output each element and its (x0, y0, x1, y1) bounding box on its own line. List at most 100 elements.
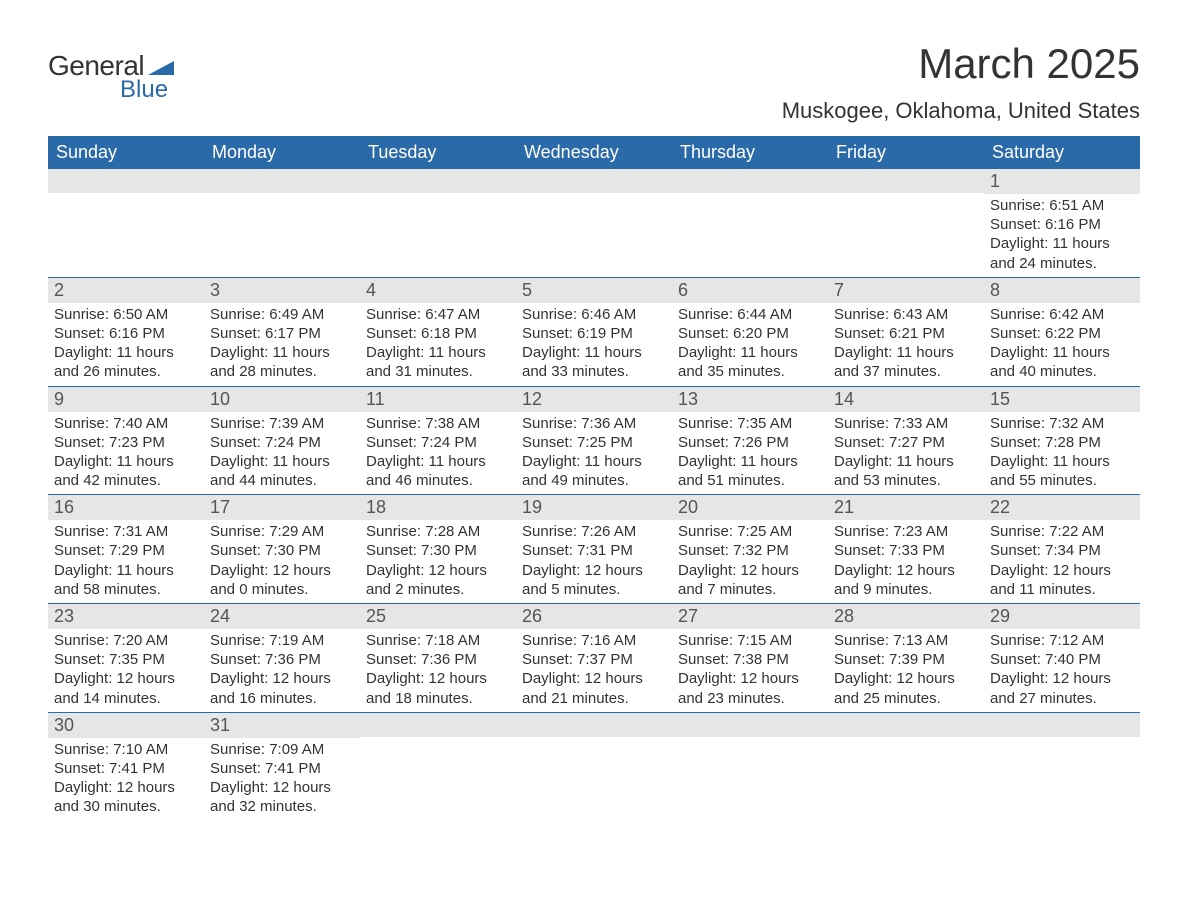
day-header: Wednesday (516, 136, 672, 169)
day-daylight1: Daylight: 12 hours (366, 561, 510, 580)
calendar-cell: 19Sunrise: 7:26 AMSunset: 7:31 PMDayligh… (516, 495, 672, 604)
day-daylight1: Daylight: 12 hours (54, 669, 198, 688)
day-sunrise: Sunrise: 7:36 AM (522, 414, 666, 433)
calendar-week-row: 30Sunrise: 7:10 AMSunset: 7:41 PMDayligh… (48, 712, 1140, 820)
day-sunset: Sunset: 7:36 PM (366, 650, 510, 669)
day-details: Sunrise: 7:23 AMSunset: 7:33 PMDaylight:… (828, 520, 984, 603)
day-daylight2: and 27 minutes. (990, 689, 1134, 708)
day-details: Sunrise: 7:31 AMSunset: 7:29 PMDaylight:… (48, 520, 204, 603)
day-sunset: Sunset: 7:36 PM (210, 650, 354, 669)
title-block: March 2025 Muskogee, Oklahoma, United St… (782, 40, 1140, 124)
calendar-cell: 30Sunrise: 7:10 AMSunset: 7:41 PMDayligh… (48, 712, 204, 820)
day-daylight2: and 24 minutes. (990, 254, 1134, 273)
day-details: Sunrise: 7:29 AMSunset: 7:30 PMDaylight:… (204, 520, 360, 603)
day-daylight2: and 51 minutes. (678, 471, 822, 490)
day-sunset: Sunset: 7:33 PM (834, 541, 978, 560)
day-sunrise: Sunrise: 7:19 AM (210, 631, 354, 650)
day-number (516, 169, 672, 193)
day-sunrise: Sunrise: 6:49 AM (210, 305, 354, 324)
day-details: Sunrise: 6:42 AMSunset: 6:22 PMDaylight:… (984, 303, 1140, 386)
day-sunset: Sunset: 7:37 PM (522, 650, 666, 669)
day-daylight1: Daylight: 11 hours (522, 452, 666, 471)
day-details: Sunrise: 6:51 AMSunset: 6:16 PMDaylight:… (984, 194, 1140, 277)
day-details (360, 193, 516, 271)
day-daylight1: Daylight: 12 hours (678, 669, 822, 688)
day-sunset: Sunset: 7:24 PM (210, 433, 354, 452)
calendar-cell (360, 169, 516, 277)
day-number: 2 (48, 278, 204, 303)
calendar-cell: 2Sunrise: 6:50 AMSunset: 6:16 PMDaylight… (48, 277, 204, 386)
day-daylight2: and 21 minutes. (522, 689, 666, 708)
day-header: Tuesday (360, 136, 516, 169)
day-sunrise: Sunrise: 7:18 AM (366, 631, 510, 650)
day-number: 11 (360, 387, 516, 412)
day-details (672, 737, 828, 815)
day-daylight1: Daylight: 11 hours (990, 343, 1134, 362)
day-daylight1: Daylight: 11 hours (834, 343, 978, 362)
day-details: Sunrise: 7:25 AMSunset: 7:32 PMDaylight:… (672, 520, 828, 603)
day-daylight2: and 35 minutes. (678, 362, 822, 381)
day-sunset: Sunset: 7:28 PM (990, 433, 1134, 452)
day-number (360, 169, 516, 193)
calendar-cell: 29Sunrise: 7:12 AMSunset: 7:40 PMDayligh… (984, 604, 1140, 713)
day-daylight2: and 28 minutes. (210, 362, 354, 381)
calendar-cell (204, 169, 360, 277)
calendar-cell: 23Sunrise: 7:20 AMSunset: 7:35 PMDayligh… (48, 604, 204, 713)
day-details: Sunrise: 7:19 AMSunset: 7:36 PMDaylight:… (204, 629, 360, 712)
day-daylight1: Daylight: 12 hours (990, 561, 1134, 580)
day-details: Sunrise: 7:35 AMSunset: 7:26 PMDaylight:… (672, 412, 828, 495)
calendar-cell (672, 169, 828, 277)
day-sunset: Sunset: 7:27 PM (834, 433, 978, 452)
day-daylight1: Daylight: 11 hours (210, 343, 354, 362)
day-daylight1: Daylight: 12 hours (210, 778, 354, 797)
day-sunset: Sunset: 7:30 PM (366, 541, 510, 560)
day-daylight2: and 53 minutes. (834, 471, 978, 490)
calendar-cell: 21Sunrise: 7:23 AMSunset: 7:33 PMDayligh… (828, 495, 984, 604)
day-number (672, 169, 828, 193)
header: General Blue March 2025 Muskogee, Oklaho… (48, 40, 1140, 124)
day-details: Sunrise: 7:39 AMSunset: 7:24 PMDaylight:… (204, 412, 360, 495)
day-number: 30 (48, 713, 204, 738)
day-sunset: Sunset: 7:24 PM (366, 433, 510, 452)
day-sunset: Sunset: 7:40 PM (990, 650, 1134, 669)
day-number: 31 (204, 713, 360, 738)
calendar-cell: 12Sunrise: 7:36 AMSunset: 7:25 PMDayligh… (516, 386, 672, 495)
day-sunrise: Sunrise: 7:33 AM (834, 414, 978, 433)
day-number: 21 (828, 495, 984, 520)
day-details: Sunrise: 6:49 AMSunset: 6:17 PMDaylight:… (204, 303, 360, 386)
calendar-cell: 15Sunrise: 7:32 AMSunset: 7:28 PMDayligh… (984, 386, 1140, 495)
day-details (516, 737, 672, 815)
calendar-cell: 9Sunrise: 7:40 AMSunset: 7:23 PMDaylight… (48, 386, 204, 495)
day-daylight2: and 0 minutes. (210, 580, 354, 599)
calendar-cell: 18Sunrise: 7:28 AMSunset: 7:30 PMDayligh… (360, 495, 516, 604)
day-details: Sunrise: 7:09 AMSunset: 7:41 PMDaylight:… (204, 738, 360, 821)
day-daylight1: Daylight: 11 hours (54, 343, 198, 362)
day-details (672, 193, 828, 271)
day-sunrise: Sunrise: 7:25 AM (678, 522, 822, 541)
day-sunset: Sunset: 7:25 PM (522, 433, 666, 452)
day-sunset: Sunset: 6:20 PM (678, 324, 822, 343)
day-sunrise: Sunrise: 7:40 AM (54, 414, 198, 433)
day-details: Sunrise: 7:32 AMSunset: 7:28 PMDaylight:… (984, 412, 1140, 495)
day-details: Sunrise: 7:26 AMSunset: 7:31 PMDaylight:… (516, 520, 672, 603)
calendar-cell (48, 169, 204, 277)
day-daylight2: and 31 minutes. (366, 362, 510, 381)
logo: General Blue (48, 40, 174, 104)
day-number (204, 169, 360, 193)
day-number: 29 (984, 604, 1140, 629)
day-sunset: Sunset: 6:16 PM (54, 324, 198, 343)
day-sunset: Sunset: 6:16 PM (990, 215, 1134, 234)
day-details: Sunrise: 7:15 AMSunset: 7:38 PMDaylight:… (672, 629, 828, 712)
day-daylight2: and 14 minutes. (54, 689, 198, 708)
day-sunset: Sunset: 7:39 PM (834, 650, 978, 669)
day-details: Sunrise: 7:16 AMSunset: 7:37 PMDaylight:… (516, 629, 672, 712)
day-daylight1: Daylight: 12 hours (834, 669, 978, 688)
calendar-cell: 17Sunrise: 7:29 AMSunset: 7:30 PMDayligh… (204, 495, 360, 604)
day-daylight1: Daylight: 12 hours (210, 669, 354, 688)
day-number: 16 (48, 495, 204, 520)
day-details: Sunrise: 7:38 AMSunset: 7:24 PMDaylight:… (360, 412, 516, 495)
day-sunset: Sunset: 6:18 PM (366, 324, 510, 343)
day-details: Sunrise: 7:20 AMSunset: 7:35 PMDaylight:… (48, 629, 204, 712)
day-number: 10 (204, 387, 360, 412)
day-sunset: Sunset: 7:30 PM (210, 541, 354, 560)
